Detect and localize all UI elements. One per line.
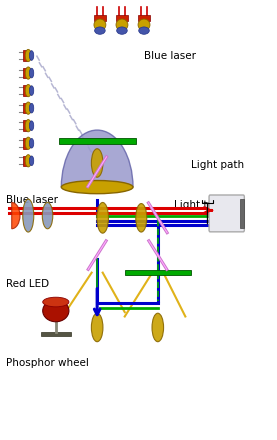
- Text: Blue laser: Blue laser: [6, 195, 58, 205]
- Ellipse shape: [29, 103, 34, 113]
- Ellipse shape: [25, 154, 31, 167]
- Ellipse shape: [43, 297, 69, 307]
- Bar: [116, 15, 128, 21]
- Bar: [125, 270, 191, 275]
- Ellipse shape: [29, 86, 34, 95]
- Ellipse shape: [25, 49, 31, 62]
- Bar: [23, 155, 27, 166]
- Ellipse shape: [138, 19, 150, 31]
- Text: Blue laser: Blue laser: [144, 51, 196, 61]
- Ellipse shape: [94, 19, 106, 31]
- Ellipse shape: [152, 313, 164, 342]
- Bar: [41, 332, 71, 336]
- Bar: [138, 15, 150, 21]
- Ellipse shape: [91, 313, 103, 342]
- Ellipse shape: [43, 300, 69, 322]
- Ellipse shape: [29, 51, 34, 60]
- Ellipse shape: [136, 204, 147, 232]
- Ellipse shape: [25, 120, 31, 132]
- Bar: [58, 138, 136, 144]
- Ellipse shape: [61, 180, 133, 194]
- Ellipse shape: [29, 68, 34, 78]
- Bar: [23, 121, 27, 131]
- Text: Phosphor wheel: Phosphor wheel: [6, 358, 89, 367]
- FancyBboxPatch shape: [209, 195, 244, 232]
- Ellipse shape: [95, 27, 105, 34]
- Ellipse shape: [25, 84, 31, 97]
- Ellipse shape: [29, 121, 34, 131]
- Ellipse shape: [25, 137, 31, 150]
- Ellipse shape: [139, 27, 149, 34]
- Bar: [94, 15, 106, 21]
- Ellipse shape: [25, 102, 31, 114]
- Ellipse shape: [25, 67, 31, 79]
- Ellipse shape: [29, 156, 34, 165]
- Text: Light tunnel: Light tunnel: [174, 200, 237, 209]
- Text: Light path: Light path: [191, 160, 244, 170]
- Ellipse shape: [42, 202, 53, 229]
- Ellipse shape: [91, 149, 103, 177]
- Ellipse shape: [23, 199, 34, 232]
- Ellipse shape: [116, 19, 128, 31]
- Ellipse shape: [97, 202, 109, 233]
- Ellipse shape: [29, 139, 34, 148]
- Bar: [23, 68, 27, 78]
- Ellipse shape: [117, 27, 127, 34]
- Wedge shape: [12, 202, 20, 229]
- Bar: [23, 50, 27, 61]
- Bar: [23, 138, 27, 149]
- Wedge shape: [61, 130, 133, 187]
- Text: Red LED: Red LED: [6, 279, 49, 289]
- Bar: [240, 198, 244, 228]
- Bar: [23, 103, 27, 114]
- Bar: [23, 85, 27, 96]
